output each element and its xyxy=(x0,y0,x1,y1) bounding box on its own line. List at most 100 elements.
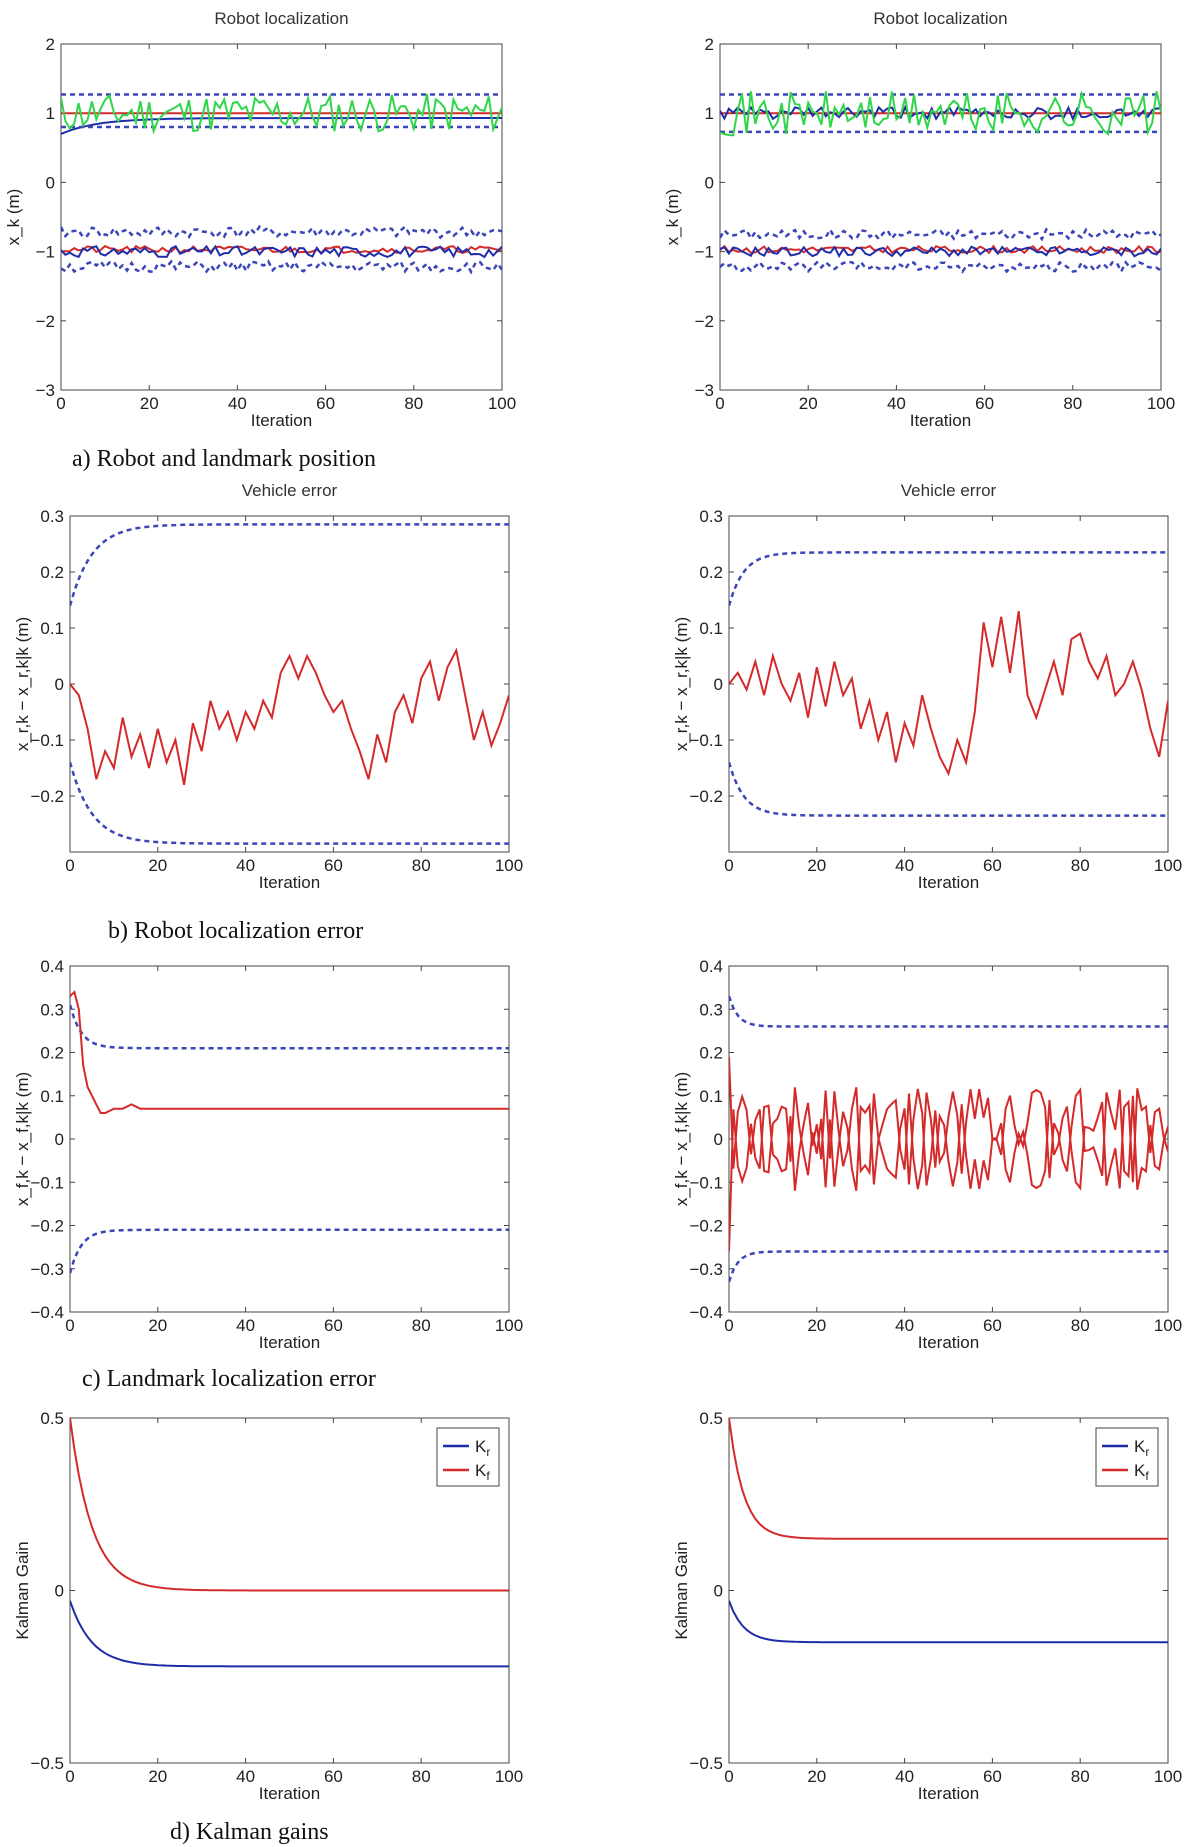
x-tick-label: 20 xyxy=(148,856,167,875)
y-tick-label: −3 xyxy=(36,381,55,400)
x-axis-label: Iteration xyxy=(251,411,312,430)
y-tick-label: −0.1 xyxy=(689,1173,723,1192)
x-tick-label: 0 xyxy=(715,394,724,413)
x-tick-label: 20 xyxy=(140,394,159,413)
x-axis-label: Iteration xyxy=(259,1784,320,1803)
series-line-blue-solid xyxy=(720,245,1161,258)
x-tick-label: 60 xyxy=(324,856,343,875)
series-line-blue-dashed xyxy=(729,995,1168,1028)
chart-c-right: 0 20 40 60 80 100 −0.4 −0.3 −0.2 −0.1 0 0.1 0.2 0.3 0.… xyxy=(672,957,1182,1352)
x-axis-label: Iteration xyxy=(918,1333,979,1352)
y-tick-label: 0.5 xyxy=(40,1409,64,1428)
y-tick-label: −0.2 xyxy=(689,1217,723,1236)
plot-frame xyxy=(728,965,1169,1313)
y-axis-label: x_r,k − x_r,k|k (m) xyxy=(13,617,32,751)
x-axis-label: Iteration xyxy=(910,411,971,430)
y-tick-label: 0.5 xyxy=(699,1409,723,1428)
series-line-red-solid xyxy=(70,1418,509,1592)
x-tick-label: 40 xyxy=(895,1767,914,1786)
caption-a: a) Robot and landmark position xyxy=(72,446,376,472)
series-line-blue-dashed xyxy=(729,1250,1168,1283)
y-tick-label: −1 xyxy=(36,243,55,262)
x-tick-label: 40 xyxy=(236,1316,255,1335)
x-tick-label: 60 xyxy=(983,1767,1002,1786)
chart-title: Robot localization xyxy=(214,9,348,28)
x-tick-label: 0 xyxy=(724,1767,733,1786)
chart-a-left: Robot localization 0 20 40 60 80 100 −3 −2 −1 0 1 2 I… xyxy=(4,9,516,430)
y-axis-label: x_k (m) xyxy=(4,189,23,246)
y-axis-label: x_r,k − x_r,k|k (m) xyxy=(672,617,691,751)
y-tick-label: −0.2 xyxy=(689,787,723,806)
caption-c: c) Landmark localization error xyxy=(82,1366,376,1392)
caption-b: b) Robot localization error xyxy=(108,918,363,944)
y-tick-label: 1 xyxy=(46,104,55,123)
series-line-blue-solid xyxy=(729,1600,1168,1644)
series-line-blue-dashed xyxy=(61,259,502,275)
x-tick-label: 0 xyxy=(724,1316,733,1335)
x-tick-label: 20 xyxy=(148,1767,167,1786)
y-tick-label: −0.3 xyxy=(689,1260,723,1279)
x-axis-label: Iteration xyxy=(918,873,979,892)
x-axis-label: Iteration xyxy=(259,1333,320,1352)
y-tick-label: 0 xyxy=(714,675,723,694)
x-tick-label: 60 xyxy=(983,1316,1002,1335)
series-line-blue-dashed xyxy=(729,551,1168,606)
x-tick-label: 80 xyxy=(412,856,431,875)
legend-box xyxy=(1095,1427,1159,1487)
x-tick-label: 100 xyxy=(1154,856,1182,875)
x-tick-label: 100 xyxy=(1154,1316,1182,1335)
y-tick-label: −0.1 xyxy=(689,731,723,750)
x-tick-label: 40 xyxy=(236,856,255,875)
x-tick-label: 80 xyxy=(1071,1767,1090,1786)
series-line-red-solid xyxy=(729,1056,1168,1191)
y-tick-label: −2 xyxy=(695,312,714,331)
y-tick-label: −0.2 xyxy=(30,1217,64,1236)
y-tick-label: 0.3 xyxy=(699,1000,723,1019)
plot-frame xyxy=(719,43,1162,391)
series-line-green-solid xyxy=(720,90,1161,137)
y-tick-label: 0 xyxy=(55,675,64,694)
y-tick-label: −0.2 xyxy=(30,787,64,806)
series-line-red-solid xyxy=(70,990,509,1114)
y-axis-label: Kalman Gain xyxy=(13,1541,32,1639)
y-tick-label: −0.1 xyxy=(30,731,64,750)
y-tick-label: 0 xyxy=(46,173,55,192)
chart-a-right: Robot localization 0 20 40 60 80 100 −3 −2 −1 0 1 2 I… xyxy=(663,9,1175,430)
chart-b-right: Vehicle error 0 20 40 60 80 100 −0.2 −0.1 0 0.1 0.2… xyxy=(672,481,1182,892)
y-tick-label: −0.3 xyxy=(30,1260,64,1279)
y-tick-label: 1 xyxy=(705,104,714,123)
y-axis-label: x_k (m) xyxy=(663,189,682,246)
x-tick-label: 100 xyxy=(1147,394,1175,413)
x-tick-label: 60 xyxy=(975,394,994,413)
plot-frame xyxy=(60,43,503,391)
y-tick-label: −0.5 xyxy=(30,1754,64,1773)
x-tick-label: 0 xyxy=(65,1767,74,1786)
x-tick-label: 20 xyxy=(807,856,826,875)
series-line-blue-solid xyxy=(61,244,502,259)
plot-frame xyxy=(728,1417,1169,1764)
series-line-red-solid xyxy=(729,611,1168,777)
legend-box xyxy=(436,1427,500,1487)
x-tick-label: 0 xyxy=(65,856,74,875)
x-tick-label: 80 xyxy=(404,394,423,413)
chart-c-left: 0 20 40 60 80 100 −0.4 −0.3 −0.2 −0.1 0 0.1 0.2 0.3 0.… xyxy=(13,957,523,1352)
y-tick-label: −0.4 xyxy=(689,1303,723,1322)
y-tick-label: 2 xyxy=(46,35,55,54)
y-tick-label: 0.4 xyxy=(699,957,723,976)
x-tick-label: 100 xyxy=(495,1316,523,1335)
y-tick-label: 0 xyxy=(55,1582,64,1601)
x-tick-label: 80 xyxy=(412,1767,431,1786)
y-tick-label: 0 xyxy=(714,1130,723,1149)
chart-title: Vehicle error xyxy=(242,481,338,500)
x-tick-label: 80 xyxy=(1063,394,1082,413)
x-tick-label: 0 xyxy=(65,1316,74,1335)
x-tick-label: 40 xyxy=(887,394,906,413)
series-line-blue-dashed xyxy=(720,260,1161,275)
x-tick-label: 60 xyxy=(324,1767,343,1786)
y-tick-label: 0.1 xyxy=(40,1087,64,1106)
series-line-red-solid xyxy=(70,647,509,785)
y-tick-label: 0.3 xyxy=(699,507,723,526)
